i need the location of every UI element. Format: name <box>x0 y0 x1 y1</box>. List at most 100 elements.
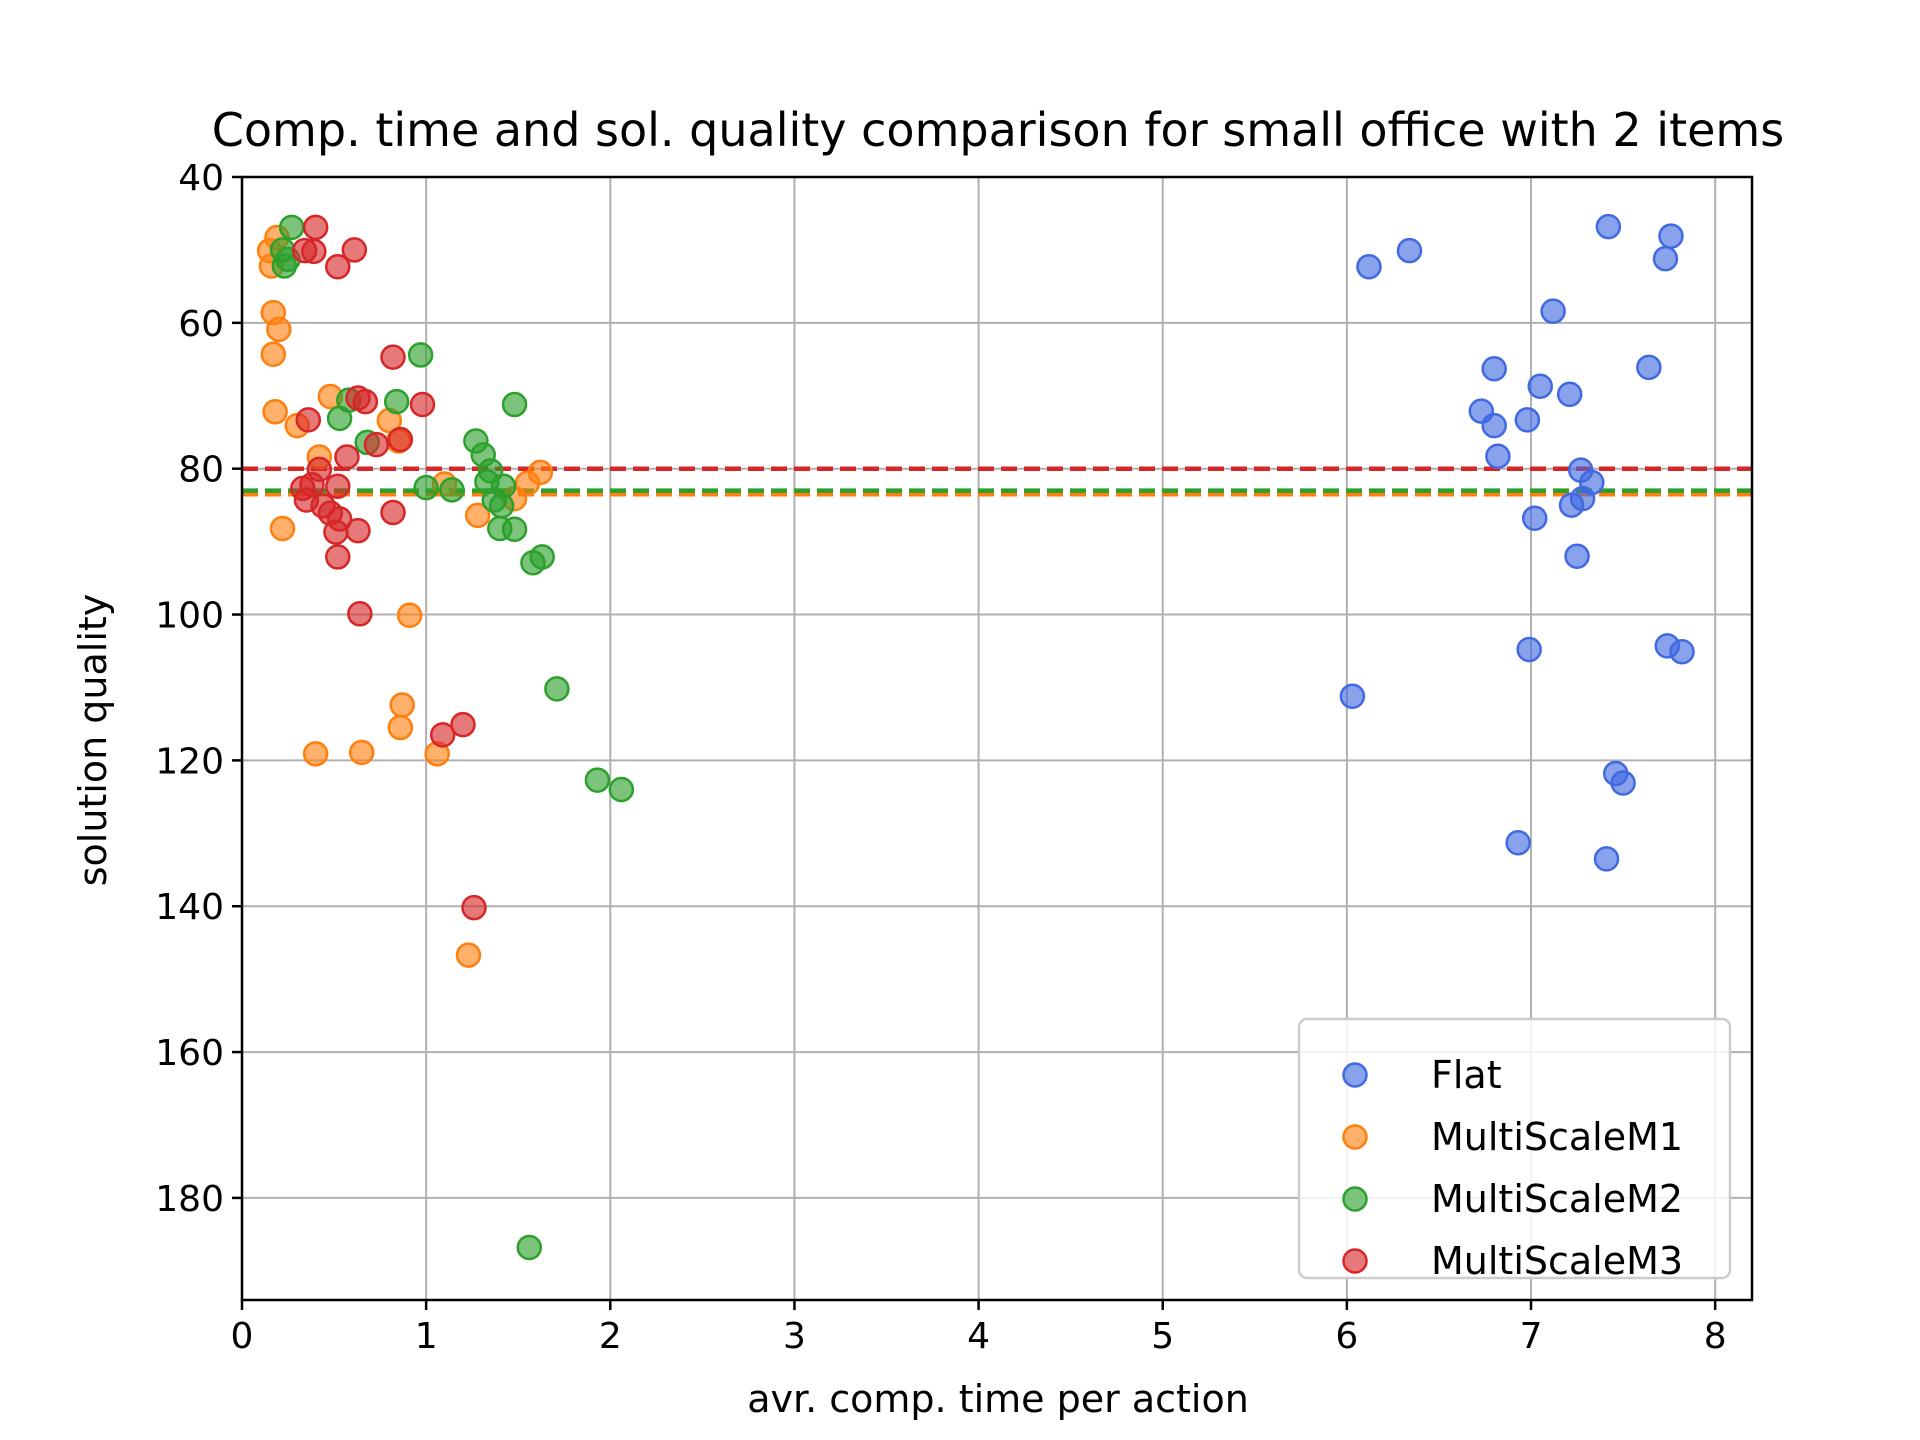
multiscalem3-series <box>290 214 487 921</box>
flat-point <box>1540 298 1566 324</box>
multiscalem1-point <box>266 316 292 343</box>
flat-point <box>1514 407 1541 433</box>
flat-point <box>1485 443 1511 470</box>
flat-point <box>1569 485 1596 512</box>
multiscalem1-point <box>396 602 423 629</box>
multiscalem2-point <box>439 477 465 503</box>
chart-title: Comp. time and sol. quality comparison f… <box>212 103 1784 157</box>
multiscalem3-point <box>387 426 414 453</box>
multiscalem3-point <box>325 473 351 499</box>
y-tick-label: 100 <box>155 596 224 637</box>
multiscalem2-point <box>501 516 528 542</box>
multiscalem2-point <box>544 676 570 702</box>
multiscalem3-point <box>347 601 373 627</box>
multiscalem2-point <box>608 776 635 803</box>
multiscalem2-point <box>271 253 298 279</box>
multiscalem2-point <box>516 1234 543 1261</box>
flat-point <box>1669 638 1695 665</box>
multiscalem1-point <box>389 692 415 718</box>
multiscalem2-point <box>278 214 305 241</box>
x-tick-label: 5 <box>1151 1316 1174 1357</box>
multiscalem3-point <box>325 544 351 570</box>
flat-point <box>1593 846 1620 872</box>
legend-marker <box>1342 1124 1368 1150</box>
multiscalem2-point <box>501 391 528 418</box>
x-tick-label: 2 <box>599 1316 622 1357</box>
multiscalem3-point <box>363 431 390 458</box>
x-axis-ticks: 0 1 2 3 4 5 6 7 8 <box>231 1300 1727 1357</box>
multiscalem3-point <box>461 894 487 921</box>
multiscalem3-point <box>409 391 436 418</box>
flat-point <box>1652 245 1679 272</box>
multiscalem1-point <box>387 714 414 741</box>
x-tick-label: 4 <box>967 1316 990 1357</box>
flat-series <box>1339 213 1695 872</box>
flat-point <box>1556 381 1583 408</box>
flat-point <box>1516 636 1542 663</box>
multiscalem1-point <box>269 515 296 542</box>
y-tick-label: 60 <box>178 304 224 345</box>
flat-point <box>1521 505 1548 532</box>
x-tick-label: 1 <box>415 1316 438 1357</box>
multiscalem3-point <box>334 444 360 470</box>
x-tick-label: 8 <box>1704 1316 1727 1357</box>
multiscalem3-point <box>341 237 368 263</box>
x-tick-label: 3 <box>783 1316 806 1357</box>
flat-point <box>1610 770 1636 796</box>
multiscalem1-point <box>260 341 287 367</box>
legend-label: MultiScaleM1 <box>1431 1115 1683 1159</box>
multiscalem3-point <box>301 238 327 265</box>
multiscalem2-series <box>269 214 635 1261</box>
y-axis-label: solution quality <box>71 594 115 887</box>
y-tick-label: 40 <box>178 158 224 199</box>
flat-point <box>1527 373 1553 400</box>
flat-point <box>1356 253 1382 280</box>
multiscalem3-point <box>345 517 371 544</box>
multiscalem1-point <box>302 741 329 767</box>
multiscalem2-point <box>529 544 555 570</box>
flat-point <box>1595 213 1622 240</box>
y-tick-label: 140 <box>155 887 224 928</box>
flat-point <box>1505 830 1531 856</box>
x-tick-label: 7 <box>1520 1316 1543 1357</box>
multiscalem3-point <box>302 214 329 241</box>
multiscalem3-point <box>352 388 379 415</box>
flat-point <box>1339 683 1366 709</box>
legend-marker <box>1342 1248 1368 1274</box>
multiscalem3-point <box>325 253 351 280</box>
multiscalem3-point <box>380 499 406 526</box>
flat-point <box>1481 356 1507 382</box>
multiscalem3-point <box>450 711 476 738</box>
y-tick-label: 180 <box>155 1179 224 1220</box>
multiscalem3-point <box>429 722 456 748</box>
flat-point <box>1396 237 1423 264</box>
multiscalem1-point <box>464 502 491 529</box>
multiscalem1-point <box>348 739 375 766</box>
plot-frame <box>240 175 1754 1302</box>
legend: Flat MultiScaleM1 MultiScaleM2 MultiScaleM3 <box>1297 1017 1732 1283</box>
multiscalem1-point <box>262 399 288 425</box>
flat-point <box>1481 412 1507 439</box>
y-axis-ticks: 40 60 80 100 120 140 160 180 <box>155 158 242 1220</box>
y-tick-label: 80 <box>178 450 224 491</box>
x-axis-label: avr. comp. time per action <box>747 1377 1249 1421</box>
multiscalem3-point <box>380 344 406 370</box>
y-tick-label: 120 <box>155 741 224 782</box>
legend-box <box>1297 1017 1732 1280</box>
y-tick-label: 160 <box>155 1033 224 1074</box>
x-tick-label: 0 <box>231 1316 254 1357</box>
multiscalem3-point <box>323 519 349 545</box>
legend-marker <box>1342 1186 1368 1212</box>
x-tick-label: 6 <box>1335 1316 1358 1357</box>
multiscalem3-point <box>295 407 322 433</box>
multiscalem2-point <box>413 474 439 501</box>
legend-label: Flat <box>1431 1053 1502 1097</box>
multiscalem2-point <box>326 405 353 432</box>
flat-point <box>1636 354 1662 381</box>
legend-label: MultiScaleM2 <box>1431 1177 1683 1221</box>
scatter-points <box>256 213 1695 1261</box>
multiscalem2-point <box>383 388 410 415</box>
multiscalem2-point <box>407 342 434 368</box>
multiscalem2-point <box>488 493 515 519</box>
